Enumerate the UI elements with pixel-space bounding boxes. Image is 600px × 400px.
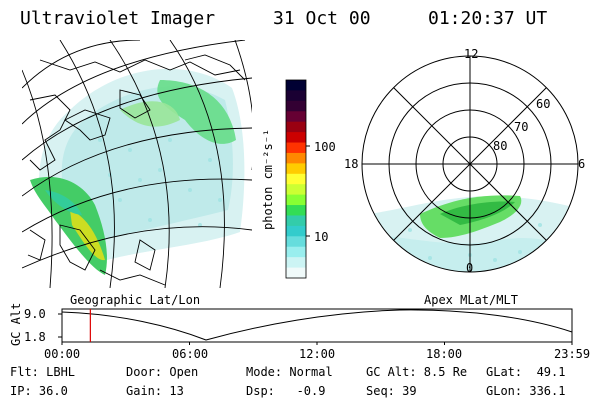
seq-status: Seq: 39 xyxy=(366,384,417,398)
colorbar-band xyxy=(286,111,306,123)
lat-label-70: 70 xyxy=(514,120,529,134)
dsp-status: Dsp: -0.9 xyxy=(246,384,326,398)
colorbar-band xyxy=(286,121,306,133)
date-label: 31 Oct 00 xyxy=(273,8,371,29)
mode-status: Mode: Normal xyxy=(246,365,333,379)
colorbar-band xyxy=(286,173,306,185)
colorbar-band xyxy=(286,80,306,91)
lat-label-60: 60 xyxy=(536,97,551,111)
colorbar-label: photon cm⁻²s⁻¹ xyxy=(261,128,275,230)
map-image xyxy=(22,40,252,288)
colorbar xyxy=(285,79,310,279)
colorbar-band xyxy=(286,205,306,216)
colorbar-band xyxy=(286,267,306,279)
colorbar-tick-100: 100 xyxy=(314,140,336,154)
colorbar-band xyxy=(286,246,306,258)
timeline-x-tick: 06:00 xyxy=(172,347,209,361)
colorbar-band xyxy=(286,225,306,237)
colorbar-band xyxy=(286,194,306,206)
glon-status: GLon: 336.1 xyxy=(486,384,566,398)
left-panel-label: Geographic Lat/Lon xyxy=(70,293,201,307)
colorbar-band xyxy=(286,152,306,164)
door-status: Door: Open xyxy=(126,365,199,379)
timeline-x-tick: 18:00 xyxy=(426,347,463,361)
lat-label-80: 80 xyxy=(493,139,508,153)
gc-alt-status: GC Alt: 8.5 Re xyxy=(366,365,468,379)
timeline-x-tick: 12:00 xyxy=(299,347,336,361)
polar-plot xyxy=(361,55,579,273)
colorbar-band xyxy=(286,132,306,144)
right-panel-label: Apex MLat/MLT xyxy=(424,293,518,307)
timeline-y-tick-bottom: 1.8 xyxy=(24,330,46,344)
colorbar-band xyxy=(286,100,306,112)
colorbar-tick-10: 10 xyxy=(314,230,329,244)
mlt-label-18: 18 xyxy=(344,157,359,171)
mlt-label-0: 0 xyxy=(466,261,474,275)
filter-status: Flt: LBHL xyxy=(10,365,76,379)
colorbar-band xyxy=(286,236,306,248)
timeline-chart xyxy=(58,308,573,345)
colorbar-band xyxy=(286,90,306,102)
colorbar-band xyxy=(286,163,306,175)
glat-status: GLat: 49.1 xyxy=(486,365,566,379)
colorbar-band xyxy=(286,184,306,196)
ip-status: IP: 36.0 xyxy=(10,384,68,398)
colorbar-band xyxy=(286,142,306,154)
mlt-label-6: 6 xyxy=(578,157,586,171)
time-label: 01:20:37 UT xyxy=(428,8,548,29)
colorbar-band xyxy=(286,257,306,269)
timeline-x-tick: 23:59 xyxy=(554,347,591,361)
timeline-y-tick-top: 9.0 xyxy=(24,307,46,321)
timeline-axis-label: GC Alt xyxy=(9,302,23,346)
colorbar-band xyxy=(286,215,306,227)
timeline-x-tick: 00:00 xyxy=(44,347,81,361)
instrument-title: Ultraviolet Imager xyxy=(20,8,216,29)
gain-status: Gain: 13 xyxy=(126,384,184,398)
mlt-label-12: 12 xyxy=(464,47,479,61)
